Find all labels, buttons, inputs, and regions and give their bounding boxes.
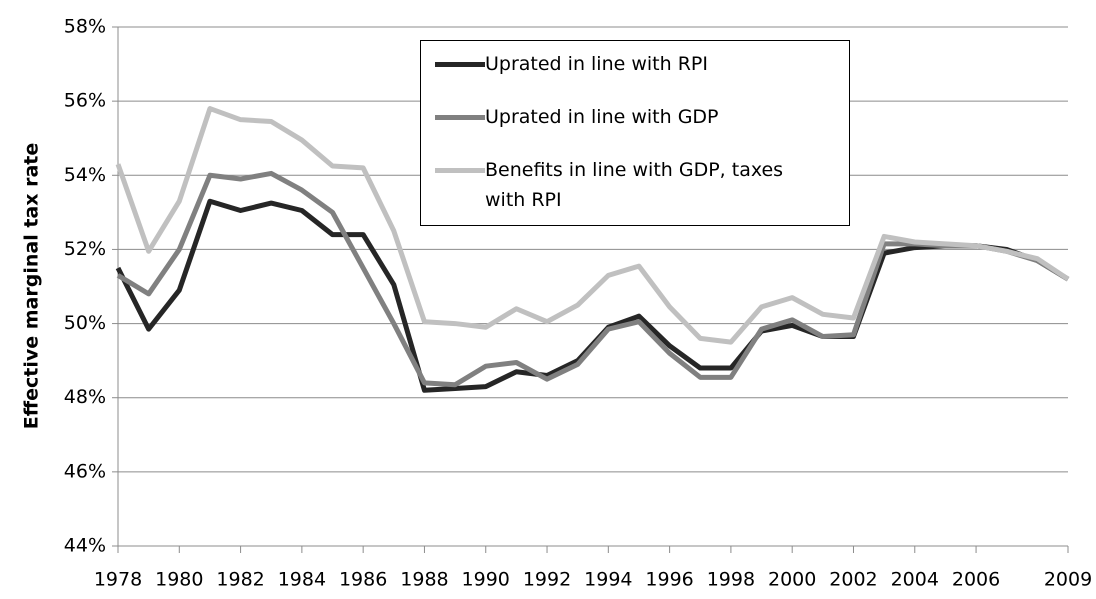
x-tick-label: 1994 <box>584 569 632 591</box>
x-tick-label: 1984 <box>278 569 326 591</box>
x-tick-label: 2006 <box>952 569 1000 591</box>
x-tick-label: 1998 <box>707 569 755 591</box>
legend-label: Uprated in line with RPI <box>485 53 708 75</box>
legend-swatch <box>435 115 485 120</box>
x-tick-label: 2002 <box>829 569 877 591</box>
legend-item: Uprated in line with GDP <box>435 102 825 132</box>
series-line <box>115 198 1070 393</box>
y-tick-label: 44% <box>64 535 106 557</box>
x-tick-label: 1996 <box>645 569 693 591</box>
y-tick-label: 54% <box>64 164 106 186</box>
x-tick-label: 1988 <box>400 569 448 591</box>
x-tick-label: 1986 <box>339 569 387 591</box>
legend: Uprated in line with RPI Uprated in line … <box>420 40 850 226</box>
x-tick-label: 1990 <box>462 569 510 591</box>
x-tick-label: 1982 <box>216 569 264 591</box>
x-tick-label: 1978 <box>94 569 142 591</box>
series-line <box>115 106 1070 345</box>
y-tick-label: 48% <box>64 386 106 408</box>
y-tick-label: 58% <box>64 16 106 38</box>
y-tick-label: 56% <box>64 90 106 112</box>
legend-item: Benefits in line with GDP, taxes with RP… <box>435 155 825 215</box>
y-axis-title: Effective marginal tax rate <box>21 143 43 430</box>
legend-label: Benefits in line with GDP, taxes with RP… <box>485 159 784 211</box>
legend-swatch <box>435 62 485 67</box>
x-tick-label: 1980 <box>155 569 203 591</box>
x-tick-label: 2009 <box>1044 569 1092 591</box>
legend-swatch <box>435 168 485 173</box>
series-line <box>116 170 1070 388</box>
x-tick-label: 2000 <box>768 569 816 591</box>
y-tick-label: 46% <box>64 460 106 482</box>
legend-item: Uprated in line with RPI <box>435 49 825 79</box>
y-tick-label: 52% <box>64 238 106 260</box>
legend-label: Uprated in line with GDP <box>485 106 719 128</box>
y-tick-label: 50% <box>64 312 106 334</box>
x-tick-label: 1992 <box>523 569 571 591</box>
x-tick-label: 2004 <box>891 569 939 591</box>
